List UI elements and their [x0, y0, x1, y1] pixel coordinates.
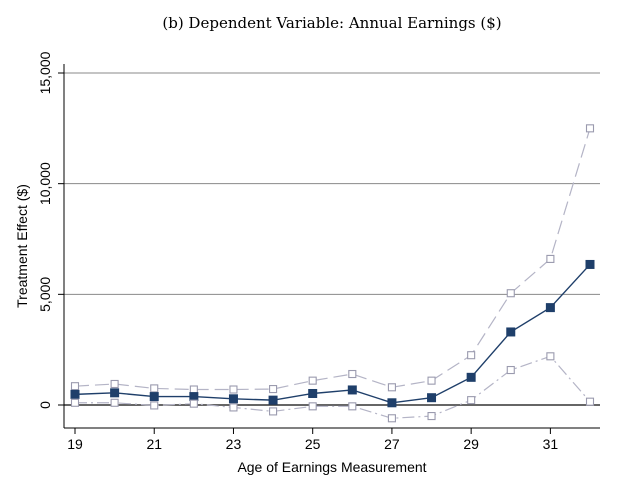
data-point — [387, 383, 396, 392]
x-tick-label: 29 — [463, 436, 479, 452]
data-point — [387, 398, 397, 408]
x-tick-label: 27 — [384, 436, 400, 452]
chart-title: (b) Dependent Variable: Annual Earnings … — [162, 14, 501, 32]
y-axis-label: Treatment Effect ($) — [14, 184, 30, 308]
x-tick-label: 19 — [67, 436, 83, 452]
data-point — [308, 376, 317, 385]
y-tick-label: 10,000 — [37, 162, 53, 205]
data-point — [228, 394, 238, 404]
series-group — [70, 124, 595, 423]
x-axis-label: Age of Earnings Measurement — [237, 459, 426, 475]
series-line — [74, 263, 591, 404]
data-point — [506, 289, 515, 298]
data-point — [347, 385, 357, 395]
data-point — [70, 382, 80, 391]
data-point — [110, 388, 120, 398]
x-tick-label: 25 — [305, 436, 321, 452]
data-point — [427, 412, 436, 421]
series-line — [75, 355, 591, 419]
data-point — [308, 402, 317, 411]
data-point — [308, 388, 318, 398]
data-point — [269, 407, 278, 416]
data-point — [585, 397, 595, 406]
data-point — [506, 365, 515, 375]
data-point — [466, 372, 476, 382]
data-point — [150, 401, 159, 410]
data-point — [427, 376, 436, 385]
x-ticks: 19 21 23 25 27 29 31 — [67, 428, 558, 452]
gridlines — [64, 72, 600, 406]
y-tick-label: 5,000 — [37, 277, 53, 312]
data-point — [189, 392, 199, 402]
data-point — [269, 385, 278, 394]
data-point — [268, 395, 278, 405]
data-point — [189, 385, 198, 394]
data-point — [229, 385, 238, 394]
data-point — [149, 392, 159, 402]
y-ticks: 0 5,000 10,000 15,000 — [37, 51, 64, 409]
data-point — [229, 403, 238, 412]
data-point — [189, 399, 198, 408]
y-tick-label: 0 — [37, 401, 53, 409]
data-point — [467, 396, 476, 405]
data-point — [70, 389, 80, 399]
data-point — [506, 327, 516, 337]
data-point — [546, 254, 555, 263]
data-point — [585, 124, 595, 133]
data-point — [348, 402, 357, 411]
data-point — [150, 384, 159, 393]
data-point — [545, 303, 555, 313]
data-point — [348, 369, 357, 379]
x-tick-label: 23 — [226, 436, 242, 452]
data-point — [585, 259, 595, 269]
series-line — [74, 128, 591, 391]
data-point — [387, 414, 396, 423]
data-point — [110, 379, 119, 389]
data-point — [467, 351, 476, 360]
data-point — [546, 352, 555, 361]
data-point — [110, 398, 119, 407]
data-point — [427, 393, 437, 403]
y-tick-label: 15,000 — [37, 51, 53, 94]
data-point — [70, 398, 80, 407]
x-tick-label: 31 — [543, 436, 559, 452]
x-tick-label: 21 — [146, 436, 162, 452]
